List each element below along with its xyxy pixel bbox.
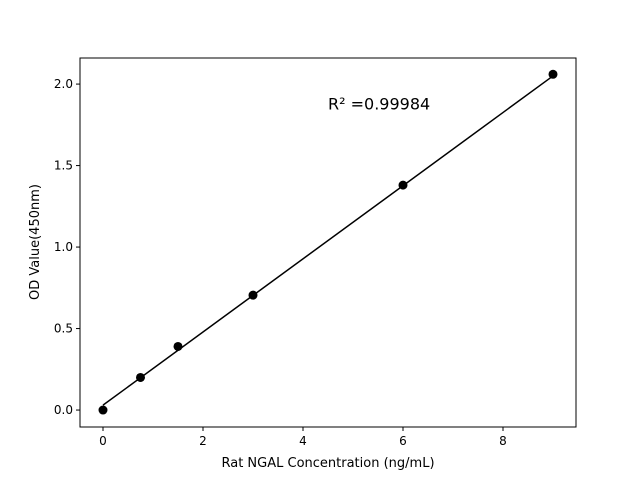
x-tick-label: 6 [399, 434, 407, 448]
y-tick-label: 0.5 [54, 322, 73, 336]
data-point [173, 341, 183, 351]
data-point [248, 290, 258, 300]
x-axis-label: Rat NGAL Concentration (ng/mL) [221, 456, 434, 471]
plot-frame [79, 57, 577, 428]
x-tick-label: 8 [499, 434, 507, 448]
x-tick-label: 0 [99, 434, 107, 448]
data-point [98, 405, 108, 415]
y-axis-label: OD Value(450nm) [28, 184, 43, 300]
y-tick-label: 2.0 [54, 77, 73, 91]
fit-line [102, 75, 554, 406]
data-point [548, 69, 558, 79]
x-tick-label: 4 [299, 434, 307, 448]
data-point [398, 180, 408, 190]
x-tick-label: 2 [199, 434, 207, 448]
annotation-r-squared: R² =0.99984 [328, 95, 430, 114]
y-tick-label: 1.0 [54, 240, 73, 254]
y-tick-label: 1.5 [54, 159, 73, 173]
y-tick-label: 0.0 [54, 403, 73, 417]
data-point [136, 372, 145, 382]
